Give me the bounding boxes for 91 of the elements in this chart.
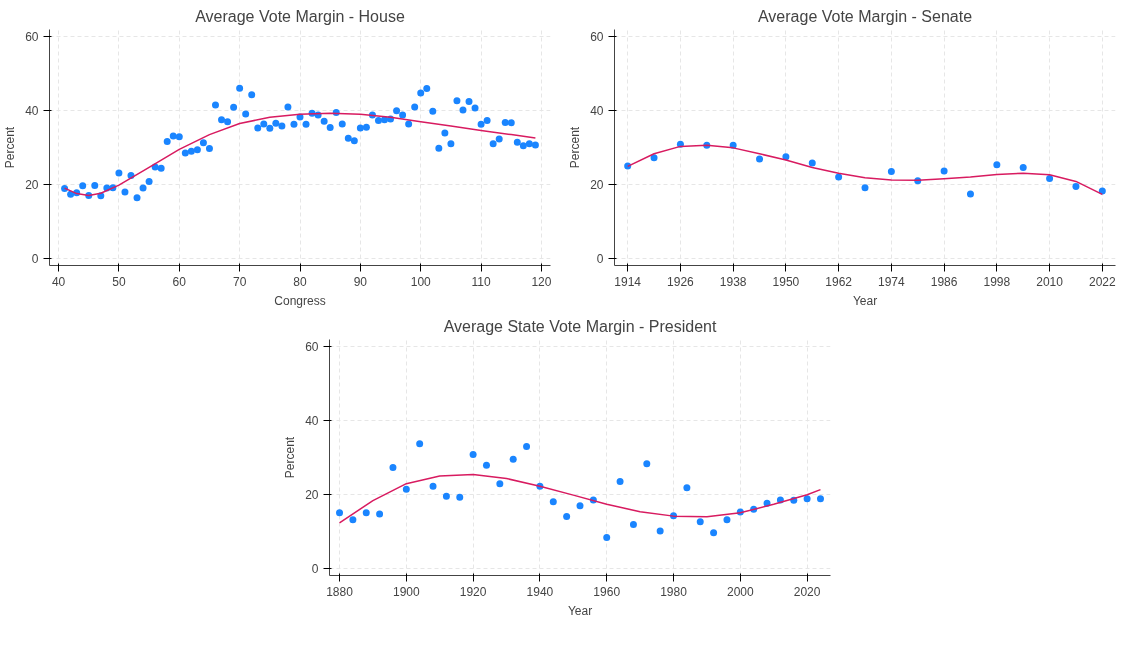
y-axis-title: Percent — [568, 126, 583, 169]
x-axis-title: Congress — [274, 293, 326, 308]
x-tick-label: 50 — [112, 274, 126, 289]
x-tick-label: 1926 — [667, 274, 695, 289]
y-axis-title: Percent — [3, 126, 18, 169]
x-tick-label: 110 — [471, 274, 491, 289]
point — [336, 509, 344, 517]
point — [940, 167, 948, 175]
point — [563, 513, 571, 520]
point — [650, 154, 658, 162]
line-series — [338, 473, 822, 524]
point — [835, 173, 843, 181]
point — [1019, 163, 1027, 171]
point — [456, 493, 464, 501]
point — [376, 510, 384, 518]
point — [816, 495, 824, 503]
point — [429, 482, 437, 490]
x-tick-label: 40 — [51, 274, 66, 289]
point — [782, 153, 790, 161]
point — [710, 529, 718, 537]
x-tick-label: 1998 — [983, 274, 1011, 289]
x-tick-label: 1986 — [930, 274, 958, 289]
point — [966, 190, 974, 198]
point — [469, 451, 477, 459]
y-tick-label: 0 — [31, 251, 39, 266]
point — [887, 167, 895, 175]
x-tick-label: 2000 — [726, 584, 754, 599]
y-tick-label: 0 — [311, 561, 319, 576]
x-tick-label: 90 — [353, 274, 368, 289]
point — [656, 527, 664, 535]
point — [643, 460, 651, 468]
x-tick-label: 120 — [531, 274, 552, 289]
x-tick-label: 1980 — [660, 584, 688, 599]
point — [442, 492, 450, 500]
chart-title: Average State Vote Margin - President — [443, 317, 717, 335]
y-tick-label: 40 — [590, 104, 604, 119]
point — [808, 159, 816, 167]
point — [523, 442, 531, 450]
x-tick-label: 70 — [232, 274, 247, 289]
y-tick-label: 60 — [590, 30, 604, 45]
y-tick-label: 20 — [590, 177, 604, 192]
y-tick-label: 60 — [25, 30, 39, 45]
point — [1072, 183, 1080, 191]
x-tick-label: 1938 — [719, 274, 747, 289]
y-tick-label: 20 — [25, 177, 39, 192]
point — [549, 498, 557, 506]
point — [509, 455, 517, 463]
x-tick-label: 2022 — [1088, 274, 1116, 289]
point — [603, 534, 611, 542]
chart-title: Average Vote Margin - Senate — [757, 7, 973, 25]
point — [349, 516, 357, 524]
x-tick-label: 1960 — [593, 584, 621, 599]
point — [683, 484, 691, 492]
x-tick-label: 1974 — [878, 274, 906, 289]
point — [402, 485, 410, 493]
y-axis-title: Percent — [283, 436, 298, 479]
point — [993, 161, 1001, 169]
y-tick-label: 60 — [305, 340, 319, 355]
x-tick-label: 1900 — [392, 584, 420, 599]
y-tick-label: 40 — [305, 414, 319, 429]
x-tick-label: 1920 — [459, 584, 487, 599]
point — [723, 516, 731, 524]
x-tick-label: 100 — [410, 274, 432, 289]
point — [616, 477, 624, 485]
x-tick-label: 1950 — [772, 274, 800, 289]
point — [576, 502, 584, 510]
x-tick-label: 1940 — [526, 584, 554, 599]
y-tick-label: 40 — [25, 104, 39, 119]
x-tick-label: 2010 — [1036, 274, 1064, 289]
x-tick-label: 80 — [293, 274, 307, 289]
point — [861, 184, 869, 192]
x-tick-label: 1914 — [614, 274, 642, 289]
x-tick-label: 60 — [172, 274, 187, 289]
x-axis-title: Year — [567, 603, 593, 618]
chart-title: Average Vote Margin - House — [195, 7, 405, 25]
point — [389, 463, 397, 471]
point — [362, 509, 370, 517]
point — [696, 518, 704, 526]
point — [756, 155, 764, 163]
x-axis-title: Year — [852, 293, 878, 308]
x-tick-label: 1962 — [825, 274, 853, 289]
x-tick-label: 2020 — [793, 584, 821, 599]
x-tick-label: 1880 — [326, 584, 354, 599]
point — [416, 440, 424, 448]
point — [1046, 174, 1054, 182]
y-tick-label: 20 — [305, 487, 319, 502]
point — [803, 495, 811, 503]
point — [482, 461, 490, 469]
point — [629, 521, 637, 529]
y-tick-label: 0 — [596, 251, 604, 266]
point — [496, 480, 504, 488]
